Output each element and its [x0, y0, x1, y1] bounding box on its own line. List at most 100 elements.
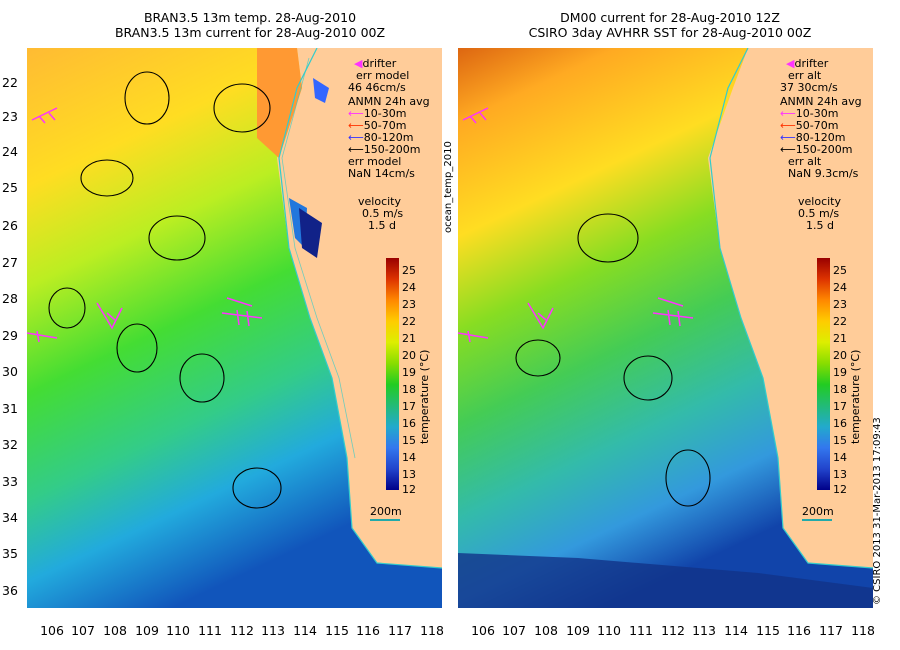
lat-tick: 35 — [2, 546, 18, 561]
scale-label: 200m — [802, 505, 834, 518]
lon-tick: 109 — [135, 623, 159, 638]
colorbar-tick: 20 — [402, 349, 416, 362]
depth-label-3: 80-120m — [363, 131, 414, 144]
colorbar-tick: 23 — [833, 298, 847, 311]
lat-tick: 32 — [2, 437, 18, 452]
anmn-label: ANMN 24h avg — [780, 95, 862, 108]
colorbar-tick: 25 — [402, 264, 416, 277]
err-label: err model — [356, 69, 410, 82]
right-title-line2: CSIRO 3day AVHRR SST for 28-Aug-2010 00Z — [528, 25, 812, 40]
depth-arrow-icon: ⟵ — [780, 107, 796, 120]
err2-values: NaN 14cm/s — [348, 167, 415, 180]
depth-label-4: 150-200m — [363, 143, 421, 156]
colorbar-tick: 21 — [402, 332, 416, 345]
lon-tick: 117 — [388, 623, 412, 638]
anmn-label: ANMN 24h avg — [348, 95, 430, 108]
left-scale-bar: 200m — [370, 505, 402, 521]
lon-tick: 115 — [756, 623, 780, 638]
lat-tick: 23 — [2, 109, 18, 124]
lon-tick: 108 — [534, 623, 558, 638]
velocity-days: 1.5 d — [806, 219, 834, 232]
left-colorbar — [386, 258, 399, 490]
scale-line — [370, 519, 400, 521]
lon-tick: 116 — [356, 623, 380, 638]
lon-tick: 116 — [787, 623, 811, 638]
colorbar-tick: 23 — [402, 298, 416, 311]
drifter-icon: ◀ — [786, 57, 795, 70]
colorbar-tick: 15 — [833, 434, 847, 447]
velocity-label: velocity — [358, 195, 401, 208]
err2-label: err model — [348, 155, 402, 168]
right-scale-bar: 200m — [802, 505, 834, 521]
colorbar-tick: 14 — [833, 451, 847, 464]
lon-tick: 110 — [166, 623, 190, 638]
colorbar-tick: 12 — [833, 483, 847, 496]
left-map-graphic — [27, 48, 442, 608]
colorbar-tick: 19 — [833, 366, 847, 379]
velocity-value: 0.5 m/s — [362, 207, 404, 220]
colorbar-tick: 25 — [833, 264, 847, 277]
scale-label: 200m — [370, 505, 402, 518]
right-colorbar-unit: temperature (°C) — [849, 349, 862, 444]
left-title: BRAN3.5 13m temp. 28-Aug-2010 BRAN3.5 13… — [85, 10, 415, 40]
colorbar-tick: 17 — [402, 400, 416, 413]
lat-tick: 24 — [2, 144, 18, 159]
colorbar-tick: 18 — [402, 383, 416, 396]
colorbar-tick: 20 — [833, 349, 847, 362]
depth-arrow-icon: ⟵ — [780, 143, 796, 156]
lat-tick: 34 — [2, 510, 18, 525]
colorbar-tick: 22 — [402, 315, 416, 328]
colorbar-tick: 24 — [402, 281, 416, 294]
side-label: ocean_temp_2010 — [443, 141, 454, 233]
colorbar-tick: 22 — [833, 315, 847, 328]
lon-tick: 111 — [629, 623, 653, 638]
depth-arrow-icon: ⟵ — [348, 107, 364, 120]
drifter-label: drifter — [794, 57, 829, 70]
left-colorbar-unit: temperature (°C) — [418, 349, 431, 444]
lon-tick: 108 — [103, 623, 127, 638]
err-values: 46 46cm/s — [348, 81, 406, 94]
err-values: 37 30cm/s — [780, 81, 838, 94]
colorbar-tick: 18 — [833, 383, 847, 396]
lat-tick: 31 — [2, 401, 18, 416]
colorbar-tick: 16 — [402, 417, 416, 430]
depth-label-3: 80-120m — [795, 131, 846, 144]
lon-tick: 118 — [420, 623, 444, 638]
right-map-graphic — [458, 48, 873, 608]
left-legend: ◀drifter err model 46 46cm/s ANMN 24h av… — [338, 58, 430, 232]
depth-arrow-icon: ⟵ — [348, 119, 364, 132]
lon-tick: 107 — [502, 623, 526, 638]
depth-arrow-icon: ⟵ — [348, 143, 364, 156]
lon-tick: 118 — [851, 623, 875, 638]
depth-arrow-icon: ⟵ — [780, 119, 796, 132]
drifter-icon: ◀ — [354, 57, 363, 70]
lat-tick: 22 — [2, 75, 18, 90]
lon-tick: 107 — [71, 623, 95, 638]
right-title: DM00 current for 28-Aug-2010 12Z CSIRO 3… — [485, 10, 855, 40]
right-title-line1: DM00 current for 28-Aug-2010 12Z — [560, 10, 780, 25]
lon-tick: 109 — [566, 623, 590, 638]
depth-label-4: 150-200m — [795, 143, 853, 156]
left-title-line1: BRAN3.5 13m temp. 28-Aug-2010 — [143, 10, 357, 25]
left-title-line2: BRAN3.5 13m current for 28-Aug-2010 00Z — [114, 25, 386, 40]
right-legend: ◀drifter err alt 37 30cm/s ANMN 24h avg … — [770, 58, 862, 232]
colorbar-tick: 13 — [402, 468, 416, 481]
velocity-days: 1.5 d — [368, 219, 396, 232]
lat-tick: 29 — [2, 328, 18, 343]
lat-tick: 36 — [2, 583, 18, 598]
colorbar-tick: 14 — [402, 451, 416, 464]
lat-tick: 33 — [2, 474, 18, 489]
lon-tick: 114 — [724, 623, 748, 638]
lon-tick: 113 — [692, 623, 716, 638]
depth-label-2: 50-70m — [795, 119, 839, 132]
drifter-label: drifter — [362, 57, 397, 70]
lon-tick: 114 — [293, 623, 317, 638]
lon-tick: 115 — [325, 623, 349, 638]
right-colorbar — [817, 258, 830, 490]
lat-tick: 28 — [2, 291, 18, 306]
colorbar-tick: 19 — [402, 366, 416, 379]
lon-tick: 106 — [471, 623, 495, 638]
colorbar-tick: 16 — [833, 417, 847, 430]
lat-tick: 25 — [2, 180, 18, 195]
scale-line — [802, 519, 832, 521]
